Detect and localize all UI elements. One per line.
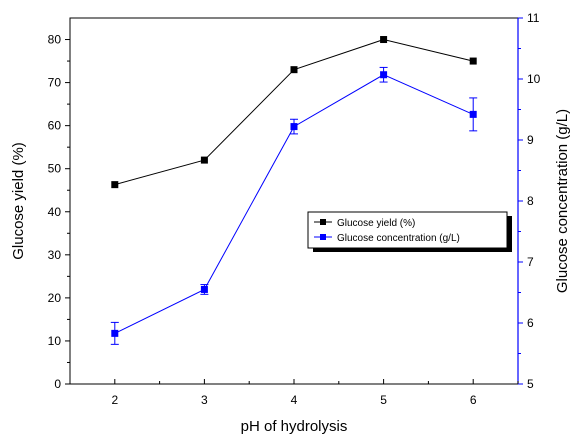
- legend-marker-concentration: [320, 234, 326, 240]
- x-axis: 2 3 4 5 6: [69, 379, 519, 407]
- x-tick-label: 2: [111, 393, 118, 407]
- data-point-yield: [200, 156, 208, 164]
- y-axis-left: 0 10 20 30 40 50 60 70 80: [48, 33, 70, 391]
- y-tick-label: 50: [48, 162, 62, 176]
- y-tick-label: 30: [48, 248, 62, 262]
- legend: Glucose yield (%) Glucose concentration …: [307, 211, 512, 252]
- y-axis-right: 5 6 7 8 9 10 11: [518, 11, 541, 391]
- y2-tick-label: 9: [527, 133, 534, 147]
- y2-tick-label: 6: [527, 316, 534, 330]
- y2-tick-label: 10: [527, 72, 541, 86]
- y2-tick-label: 7: [527, 255, 534, 269]
- data-point-concentration: [290, 123, 298, 131]
- y-tick-label: 60: [48, 119, 62, 133]
- data-point-yield: [380, 36, 388, 44]
- data-point-yield: [111, 181, 119, 189]
- legend-marker-yield: [320, 219, 326, 225]
- y-tick-label: 0: [54, 377, 61, 391]
- data-point-concentration: [380, 71, 388, 79]
- y-tick-label: 40: [48, 205, 62, 219]
- x-tick-label: 5: [380, 393, 387, 407]
- data-point-concentration: [200, 285, 208, 293]
- data-point-yield: [290, 66, 298, 74]
- y-axis-label-right: Glucose concentration (g/L): [554, 109, 571, 293]
- y-tick-label: 70: [48, 76, 62, 90]
- x-tick-label: 6: [470, 393, 477, 407]
- y-tick-label: 80: [48, 33, 62, 47]
- y-tick-label: 20: [48, 291, 62, 305]
- y2-tick-label: 5: [527, 377, 534, 391]
- legend-box: [307, 211, 508, 249]
- y-axis-label-left: Glucose yield (%): [10, 142, 27, 260]
- series-line-concentration: [114, 74, 474, 334]
- y2-tick-label: 11: [527, 11, 540, 25]
- y2-tick-label: 8: [527, 194, 534, 208]
- legend-label-concentration: Glucose concentration (g/L): [337, 233, 460, 244]
- y-tick-label: 10: [48, 334, 62, 348]
- series-line-yield: [114, 38, 474, 186]
- legend-label-yield: Glucose yield (%): [337, 218, 415, 229]
- data-point-yield: [469, 57, 477, 65]
- x-axis-label: pH of hydrolysis: [241, 418, 348, 435]
- data-point-concentration: [469, 110, 477, 118]
- series-layer: [110, 36, 478, 345]
- x-tick-label: 3: [201, 393, 208, 407]
- x-tick-label: 4: [291, 393, 298, 407]
- data-point-concentration: [111, 329, 119, 337]
